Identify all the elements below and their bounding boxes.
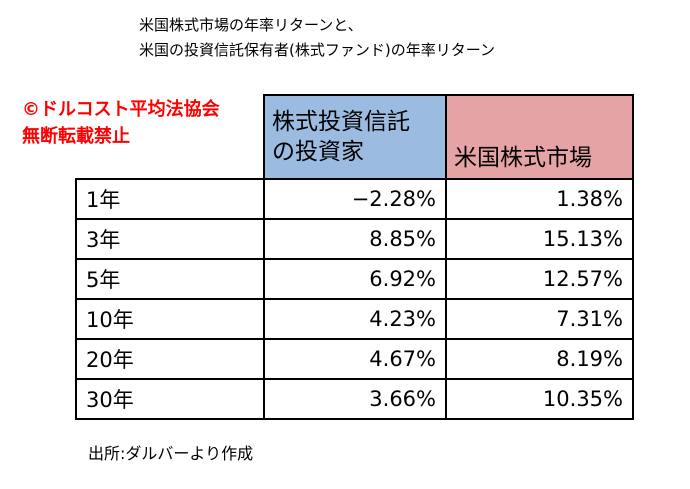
period-cell: 5年 <box>75 258 265 300</box>
investor-return-cell: 4.67% <box>263 338 447 380</box>
table-row: 3年 8.85% 15.13% <box>75 218 634 260</box>
header-investor-line-1: 株式投資信託 <box>272 109 410 135</box>
period-cell: 10年 <box>75 298 265 340</box>
investor-return-cell: −2.28% <box>263 178 447 220</box>
table-header-row: 株式投資信託 の投資家 米国株式市場 <box>76 94 634 180</box>
header-investor-line-2: の投資家 <box>272 139 364 165</box>
investor-return-cell: 8.85% <box>263 218 447 260</box>
market-return-cell: 7.31% <box>445 298 634 340</box>
table-row: 10年 4.23% 7.31% <box>75 298 634 340</box>
market-return-cell: 1.38% <box>445 178 634 220</box>
watermark-line-1: ©ドルコスト平均法協会 <box>22 99 220 120</box>
table-row: 5年 6.92% 12.57% <box>75 258 634 300</box>
market-return-cell: 12.57% <box>445 258 634 300</box>
title-line-1: 米国株式市場の年率リターンと、 <box>139 16 363 34</box>
copyright-watermark: ©ドルコスト平均法協会 無断転載禁止 <box>22 96 220 150</box>
investor-return-cell: 6.92% <box>263 258 447 300</box>
market-return-cell: 15.13% <box>445 218 634 260</box>
investor-return-cell: 3.66% <box>263 378 447 420</box>
period-cell: 1年 <box>75 178 265 220</box>
title-line-2: 米国の投資信託保有者(株式ファンド)の年率リターン <box>139 41 495 59</box>
table-row: 30年 3.66% 10.35% <box>75 378 634 420</box>
header-market: 米国株式市場 <box>445 94 634 180</box>
table-row: 20年 4.67% 8.19% <box>75 338 634 380</box>
period-cell: 20年 <box>75 338 265 380</box>
period-cell: 3年 <box>75 218 265 260</box>
investor-return-cell: 4.23% <box>263 298 447 340</box>
page-title: 米国株式市場の年率リターンと、 米国の投資信託保有者(株式ファンド)の年率リター… <box>139 13 495 63</box>
header-investor: 株式投資信託 の投資家 <box>263 94 447 180</box>
returns-table: 株式投資信託 の投資家 米国株式市場 1年 −2.28% 1.38% 3年 8.… <box>75 94 634 420</box>
market-return-cell: 8.19% <box>445 338 634 380</box>
market-return-cell: 10.35% <box>445 378 634 420</box>
period-cell: 30年 <box>75 378 265 420</box>
table-row: 1年 −2.28% 1.38% <box>75 178 634 220</box>
header-blank-cell <box>76 95 264 179</box>
source-note: 出所:ダルバーより作成 <box>88 444 254 463</box>
watermark-line-2: 無断転載禁止 <box>22 126 130 147</box>
